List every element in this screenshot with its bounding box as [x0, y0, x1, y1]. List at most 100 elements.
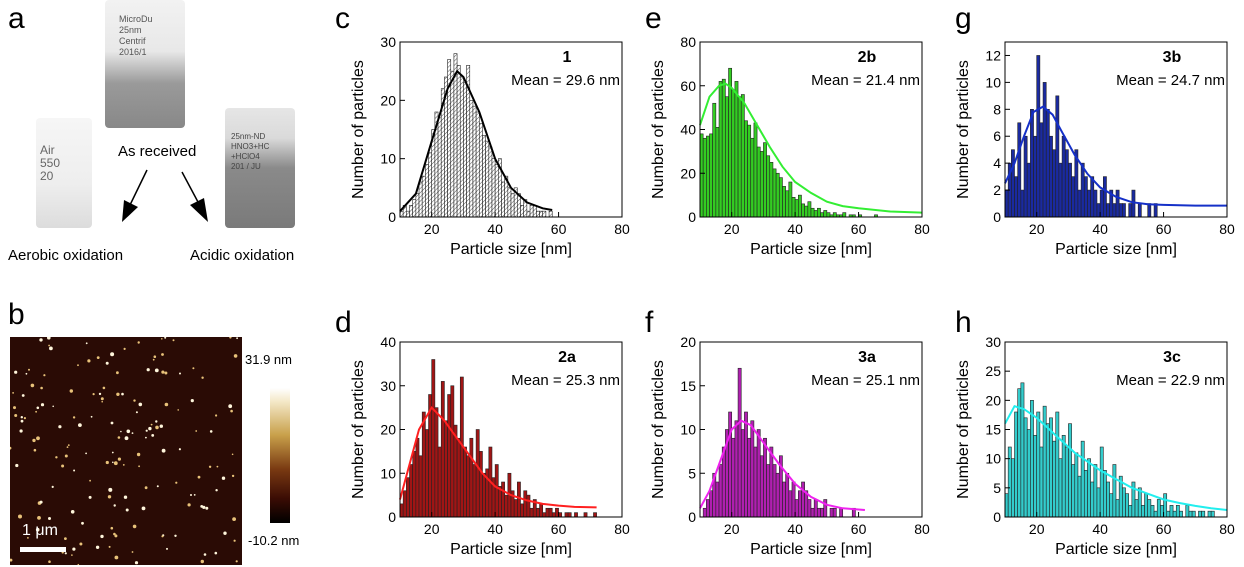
sample-label: 2b [858, 49, 877, 66]
bar [1042, 82, 1047, 218]
bar [782, 481, 786, 518]
x-axis-label: Particle size [nm] [450, 241, 572, 258]
bar [1007, 446, 1012, 518]
x-tick-label: 20 [1029, 221, 1045, 237]
bar [450, 70, 455, 218]
bar [1036, 411, 1041, 518]
afm-particle [10, 558, 13, 562]
afm-particle [87, 359, 91, 363]
bar [839, 507, 844, 518]
afm-particle [120, 430, 122, 433]
bar [1122, 487, 1126, 518]
afm-particle [28, 368, 30, 371]
afm-particle [136, 452, 141, 457]
afm-particle [40, 386, 43, 390]
afm-particle [117, 457, 121, 461]
afm-particle [52, 405, 54, 408]
bar [1052, 149, 1057, 218]
bar [804, 205, 809, 218]
mean-label: Mean = 21.4 nm [811, 72, 920, 89]
afm-particle [161, 338, 163, 340]
bar [728, 67, 733, 218]
bar [1156, 499, 1161, 518]
afm-particle [236, 337, 239, 340]
bar [485, 140, 490, 218]
bar [510, 193, 515, 218]
afm-particle [193, 494, 196, 496]
afm-particle [58, 425, 62, 429]
afm-particle [85, 342, 88, 345]
fit-curve [1004, 105, 1227, 207]
bar [1045, 423, 1050, 518]
bar [1106, 203, 1110, 218]
x-tick-label: 60 [1156, 521, 1172, 537]
afm-particle [48, 344, 50, 347]
bar [832, 507, 837, 518]
bar [801, 203, 805, 218]
afm-particle [85, 452, 87, 455]
bar [447, 394, 452, 518]
bar [418, 455, 423, 518]
afm-particle [138, 402, 143, 407]
afm-particle [202, 505, 206, 509]
bar [842, 212, 847, 218]
bar [772, 168, 777, 218]
bar [1169, 505, 1174, 518]
afm-particle [197, 475, 201, 479]
bar [1039, 446, 1044, 518]
afm-particle [151, 434, 155, 437]
x-tick-label: 80 [914, 221, 930, 237]
y-tick-label: 20 [680, 165, 696, 181]
afm-particle [164, 402, 169, 407]
bar [807, 201, 812, 218]
mean-label: Mean = 22.9 nm [1116, 372, 1225, 389]
afm-particle [70, 510, 75, 514]
bar [1026, 429, 1031, 518]
tube-right-text-2: HNO3+HC [231, 142, 270, 151]
bar [1039, 122, 1044, 218]
bar [526, 210, 531, 218]
fit-curve [699, 419, 865, 511]
bar [1058, 162, 1063, 218]
bar [1141, 505, 1145, 518]
afm-particle [208, 465, 212, 468]
bar [810, 207, 815, 218]
afm-particle [195, 430, 198, 432]
bar [526, 494, 531, 518]
bar [1093, 464, 1098, 518]
afm-particle [148, 426, 152, 431]
afm-particle [72, 416, 76, 419]
bar [734, 81, 739, 218]
y-axis-label: Number of particles [955, 360, 972, 499]
bar [1099, 446, 1104, 518]
bar [539, 210, 544, 218]
afm-particle [131, 551, 134, 553]
x-tick-label: 60 [1156, 221, 1172, 237]
afm-particle [21, 394, 25, 397]
bar [498, 486, 502, 518]
afm-particle [35, 410, 37, 413]
y-axis-label: Number of particles [350, 360, 367, 499]
bar [721, 78, 726, 218]
afm-particle [40, 403, 45, 407]
bar [431, 359, 436, 518]
bar [1150, 505, 1155, 518]
y-tick-label: 25 [985, 363, 1001, 379]
afm-particle [133, 399, 136, 402]
afm-particle [111, 451, 114, 454]
x-tick-label: 60 [851, 221, 867, 237]
afm-particle [37, 516, 41, 520]
afm-particle [223, 531, 227, 535]
afm-particle [231, 453, 234, 456]
mean-label: Mean = 25.1 nm [811, 372, 920, 389]
y-tick-label: 4 [993, 155, 1001, 171]
arrow-right-head [190, 198, 208, 222]
afm-particle [154, 368, 159, 373]
x-tick-label: 40 [787, 521, 803, 537]
afm-particle [209, 430, 213, 433]
afm-particle [107, 495, 112, 499]
bar [1147, 499, 1152, 518]
afm-particle [203, 553, 207, 556]
afm-particles [10, 337, 239, 565]
y-tick-label: 40 [680, 122, 696, 138]
